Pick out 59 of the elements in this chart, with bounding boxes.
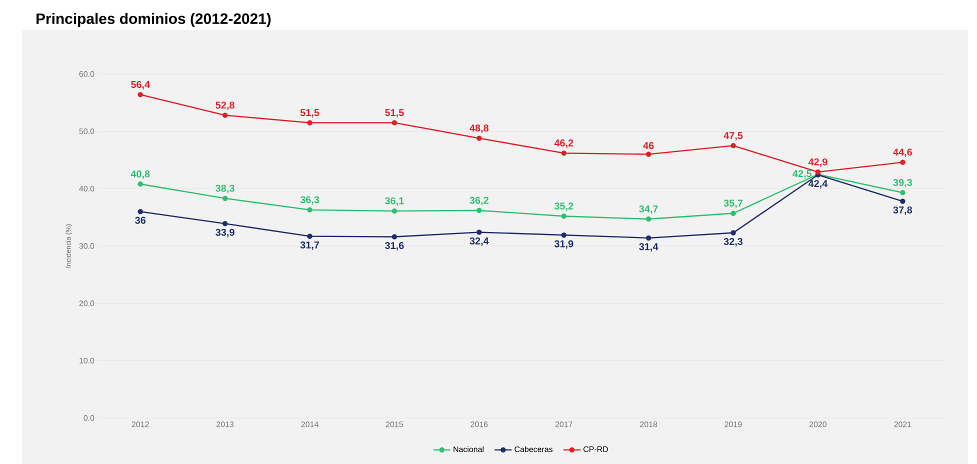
chart-title: Principales dominios (2012-2021) — [36, 13, 271, 27]
data-label: 38,3 — [216, 184, 234, 194]
point — [222, 112, 228, 118]
data-label: 56,4 — [130, 80, 150, 90]
point — [476, 230, 482, 235]
point — [900, 190, 906, 196]
data-label: 36 — [135, 216, 146, 224]
data-label: 42,4 — [808, 180, 828, 189]
point — [730, 210, 736, 216]
data-label: 32,4 — [470, 237, 489, 246]
data-label: 31,4 — [639, 243, 658, 252]
data-label: 48,8 — [470, 124, 489, 134]
point — [646, 235, 652, 241]
data-label: 31,7 — [300, 241, 320, 250]
data-label: 33,9 — [216, 228, 234, 238]
point — [392, 234, 398, 240]
data-label: 36,2 — [470, 196, 488, 206]
point — [307, 207, 312, 213]
point — [476, 136, 482, 141]
point — [900, 198, 906, 204]
point — [138, 181, 144, 187]
data-label: 31,6 — [385, 242, 404, 250]
data-label: 47,5 — [724, 132, 743, 140]
point — [138, 92, 144, 98]
point — [307, 120, 312, 126]
point — [900, 160, 906, 165]
data-label: 31,9 — [554, 240, 574, 249]
point — [222, 220, 228, 226]
point — [392, 208, 398, 214]
data-label: 44,6 — [893, 148, 912, 158]
data-label: 34,7 — [639, 205, 658, 214]
data-label: 35,7 — [724, 200, 743, 208]
data-label: 46,2 — [554, 139, 574, 148]
point — [730, 230, 736, 236]
data-label: 42,9 — [808, 158, 828, 167]
point — [307, 234, 312, 239]
data-label: 52,8 — [216, 102, 234, 110]
data-label: 42,5 — [792, 170, 812, 179]
point — [646, 152, 652, 157]
data-label: 46 — [643, 142, 654, 150]
point — [815, 169, 821, 175]
point — [561, 232, 566, 238]
data-label: 39,3 — [893, 178, 912, 188]
data-label: 36,1 — [385, 197, 404, 206]
data-label: 40,8 — [130, 170, 150, 179]
point — [138, 208, 144, 214]
point — [392, 120, 398, 126]
point — [222, 196, 228, 202]
data-label: 36,3 — [300, 196, 320, 205]
point — [561, 214, 566, 219]
point — [646, 216, 652, 222]
data-label: 51,5 — [300, 109, 320, 118]
point — [730, 143, 736, 148]
point — [561, 150, 566, 156]
data-label: 37,8 — [893, 206, 912, 215]
data-label: 51,5 — [385, 109, 404, 118]
point — [476, 208, 482, 214]
data-label: 32,3 — [724, 238, 743, 246]
data-label: 35,2 — [554, 202, 574, 211]
